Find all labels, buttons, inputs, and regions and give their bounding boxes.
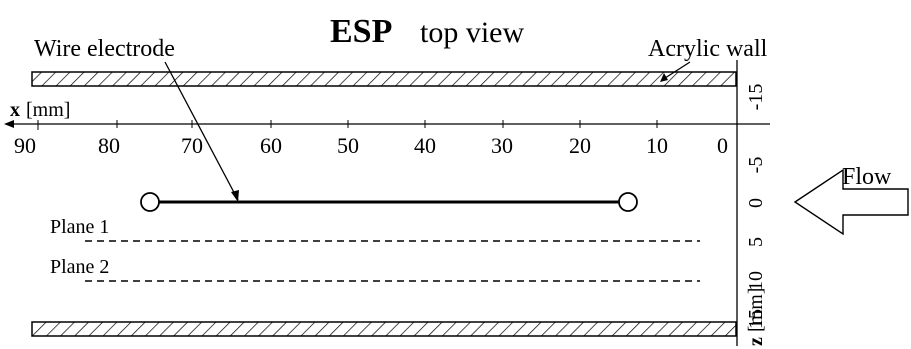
title-rest: top view [420,16,524,49]
x-axis-unit: [mm] [26,99,70,121]
x-tick-90: 90 [14,133,36,158]
plane-1-label: Plane 1 [50,216,109,238]
x-tick-40: 40 [414,133,436,158]
x-tick-10: 10 [646,133,668,158]
wire-electrode-leader [164,61,239,201]
top-acrylic-wall [31,71,737,87]
x-tick-30: 30 [491,133,513,158]
acrylic-wall-arrowhead [660,73,668,82]
x-tick-20: 20 [569,133,591,158]
flow-label: Flow [842,164,892,190]
flow-arrow [793,168,909,236]
z-axis-var: z [745,337,767,346]
z-axis-unit: [mm] [745,288,767,332]
acrylic-wall-leader [661,61,691,81]
z-tick-neg15: -15 [745,84,767,111]
z-tick-0: 0 [745,198,767,208]
wire-electrode-left-end [140,192,160,212]
wire-electrode-arrowhead [231,190,239,202]
bottom-acrylic-wall [31,321,737,337]
z-tick-neg5: -5 [745,157,767,174]
title-bold: ESP [330,13,392,50]
x-axis-var: x [10,99,20,121]
x-tick-80: 80 [98,133,120,158]
wire-electrode-label: Wire electrode [34,36,175,62]
z-tick-5: 5 [745,237,767,247]
z-tick-labels: -15 -5 0 5 10 15 [745,84,767,329]
x-tick-0: 0 [717,133,728,158]
x-tick-70: 70 [181,133,203,158]
x-axis-ticks [37,120,658,130]
acrylic-wall-label: Acrylic wall [648,36,768,62]
plane-2-label: Plane 2 [50,256,109,278]
z-axis-label: z [mm] [745,288,767,346]
x-tick-50: 50 [337,133,359,158]
x-tick-60: 60 [260,133,282,158]
z-tick-10: 10 [745,271,767,291]
wire-electrode-right-end [618,192,638,212]
z-tick-15: 15 [745,309,767,329]
x-axis-arrowhead [4,120,14,128]
